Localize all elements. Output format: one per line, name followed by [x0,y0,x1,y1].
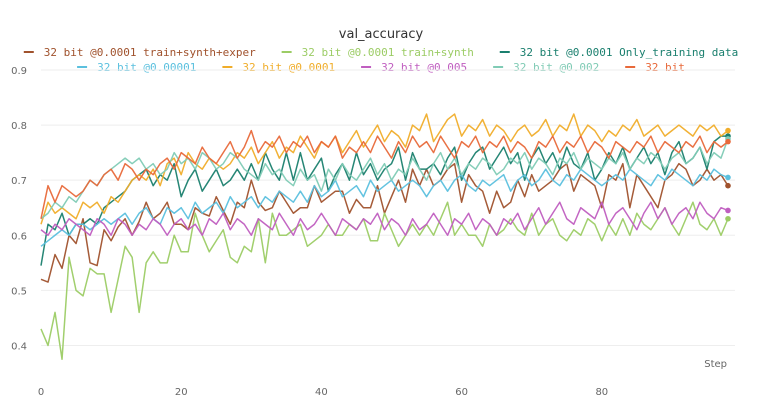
series-line-1 [40,201,729,360]
x-axis-ticks: 0 20 40 60 80 [38,387,608,398]
legend-label: 32 bit @0.00001 [97,61,196,74]
series-line-7 [40,129,729,219]
series-line-4 [40,113,729,225]
x-tick-label: 80 [595,387,608,398]
series-line-6 [40,138,729,220]
legend-label: 32 bit @0.002 [513,61,599,74]
x-tick-label: 0 [38,387,44,398]
legend-item-0[interactable]: 32 bit @0.0001 train+synth+exper [23,46,256,59]
series-line-5 [40,201,729,237]
legend-label: 32 bit @0.005 [381,61,467,74]
legend-item-4[interactable]: 32 bit @0.0001 [222,61,335,74]
legend-item-6[interactable]: 32 bit @0.002 [493,61,599,74]
x-tick-label: 40 [315,387,328,398]
chart-title: val_accuracy [339,27,424,42]
y-tick-label: 0.7 [11,176,27,187]
legend-item-5[interactable]: 32 bit @0.005 [361,61,467,74]
legend-item-3[interactable]: 32 bit @0.00001 [77,61,196,74]
legend-item-1[interactable]: 32 bit @0.0001 train+synth [281,46,474,59]
y-tick-label: 0.4 [11,341,27,352]
legend-label: 32 bit @0.0001 Only_training data [520,46,739,59]
legend: 32 bit @0.0001 train+synth+exper 32 bit @… [23,46,739,74]
legend-label: 32 bit @0.0001 train+synth+exper [44,46,256,59]
series-endpoint-1 [725,215,731,222]
y-tick-label: 0.8 [11,121,27,132]
x-axis-label: Step [704,359,727,370]
y-tick-label: 0.5 [11,286,27,297]
x-tick-label: 20 [175,387,188,398]
legend-label: 32 bit @0.0001 train+synth [302,46,474,59]
series-endpoint-3 [725,174,731,181]
legend-label: 32 bit [645,61,685,74]
series-line-2 [40,135,728,266]
series-endpoint-0 [725,182,731,189]
series-lines [40,113,729,360]
x-tick-label: 60 [455,387,468,398]
legend-item-7[interactable]: 32 bit [625,61,685,74]
series-endpoints [725,127,731,222]
series-endpoint-4 [725,127,731,134]
series-endpoint-5 [725,207,731,214]
y-axis-ticks: 0.4 0.5 0.6 0.7 0.8 0.9 [11,66,27,352]
legend-item-2[interactable]: 32 bit @0.0001 Only_training data [499,46,739,59]
legend-label: 32 bit @0.0001 [242,61,335,74]
y-tick-label: 0.9 [11,66,27,77]
series-endpoint-7 [725,138,731,145]
y-tick-label: 0.6 [11,231,27,242]
